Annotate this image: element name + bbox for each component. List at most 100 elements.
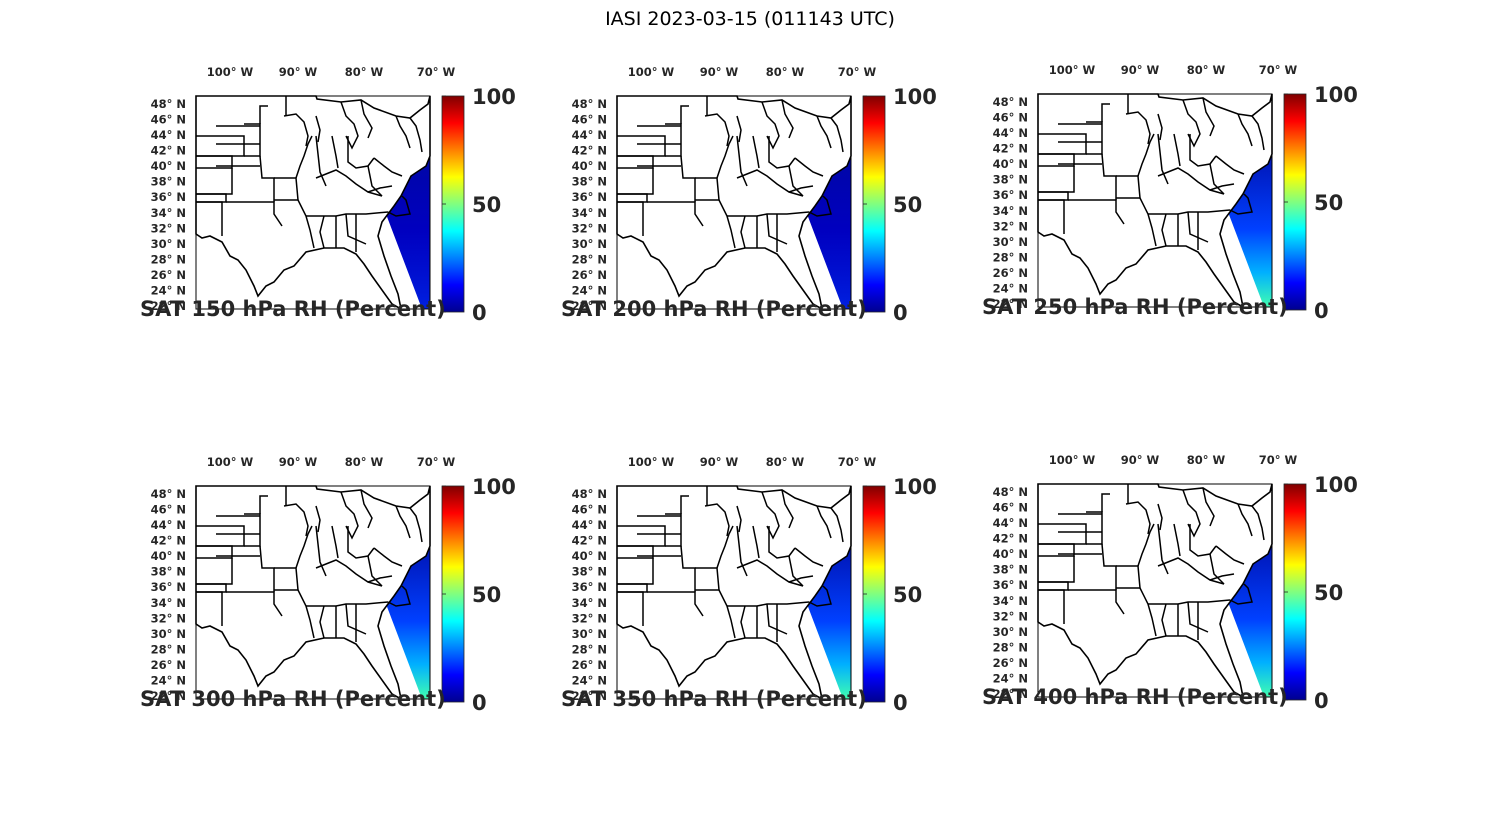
state-border [1157,503,1163,531]
state-border [788,165,804,197]
state-border [766,603,788,635]
state-border [1209,573,1235,581]
state-border [680,495,689,514]
lon-tick-label: 80° W [766,455,805,469]
lon-tick-label: 90° W [1121,453,1160,467]
us-coastline [1037,93,1273,309]
lat-tick-label: 42° N [572,144,607,158]
map-title: SAT 200 hPa RH (Percent) [561,297,867,321]
state-border [395,115,411,149]
colorbar-tick-label: 50 [893,193,922,217]
state-border [1038,153,1075,167]
lat-tick-label: 30° N [572,627,607,641]
state-border [736,525,748,577]
lat-tick-label: 24° N [993,281,1028,295]
map-figure: 100° W 90° W 80° W 70° W 48° N 46° N44° N 42° … [572,455,937,715]
lat-tick-label: 32° N [151,221,186,235]
state-border [297,199,315,249]
state-border [1251,505,1265,541]
lat-tick-label: 34° N [993,204,1028,218]
state-border [319,215,325,249]
state-border [1038,199,1065,234]
state-border [761,491,780,540]
state-border [736,135,748,187]
lat-tick-label: 38° N [993,173,1028,187]
map-frame [616,95,852,310]
state-border [367,555,383,587]
lat-tick-label: 24° N [572,283,607,297]
lat-tick-label: 24° N [572,673,607,687]
lon-tick-label: 100° W [628,65,675,79]
map-figure: 100° W 90° W 80° W 70° W 48° N 46° N44° N 42° … [151,65,516,325]
lat-tick-label: 30° N [151,627,186,641]
state-border [259,495,268,514]
lat-tick-label: 40° N [993,547,1028,561]
lat-tick-label: 26° N [151,268,186,282]
state-border [740,605,746,639]
state-border [1125,111,1151,145]
lat-tick-label: 48° N [993,485,1028,499]
state-border [830,507,844,543]
lat-tick-label: 32° N [993,219,1028,233]
colorbar-tick-label: 0 [893,691,908,715]
lat-tick-label: 26° N [572,268,607,282]
state-border [395,505,411,539]
lat-tick-label: 44° N [151,518,186,532]
state-border [1237,503,1253,537]
lon-tick-label: 80° W [1187,63,1226,77]
map-area [1037,483,1273,699]
lat-tick-label: 36° N [151,190,186,204]
state-border [331,525,339,559]
state-border [788,185,814,193]
lat-tick-label: 38° N [572,175,607,189]
map-frame [1037,93,1273,308]
map-title: SAT 250 hPa RH (Percent) [982,295,1288,319]
state-border [244,123,261,157]
state-border [387,195,411,217]
lon-tick-label: 80° W [345,65,384,79]
state-border [331,135,339,169]
lat-tick-label: 22° N [572,689,607,703]
lat-tick-label: 28° N [572,642,607,656]
state-border [283,503,309,537]
lat-tick-label: 30° N [993,235,1028,249]
state-border [768,526,796,559]
lat-tick-label: 22° N [151,689,186,703]
map-figure: 100° W 90° W 80° W 70° W 48° N 46° N44° N 42° … [993,63,1358,323]
lat-tick-label: 48° N [993,95,1028,109]
state-border [752,525,760,559]
state-border [367,185,393,193]
lon-tick-label: 80° W [1187,453,1226,467]
lat-tick-label: 46° N [151,503,186,517]
state-border [647,201,704,227]
map-frame [1037,483,1273,698]
lon-tick-label: 70° W [1259,453,1298,467]
state-border [617,155,654,169]
lat-tick-label: 30° N [993,625,1028,639]
lat-tick-label: 42° N [993,142,1028,156]
state-border [1215,155,1245,175]
lat-tick-label: 30° N [572,237,607,251]
lat-tick-label: 26° N [572,658,607,672]
colorbar-tick-label: 100 [1314,83,1358,107]
state-border [1137,523,1155,567]
lat-tick-label: 36° N [572,580,607,594]
lon-tick-label: 70° W [417,65,456,79]
lat-tick-label: 42° N [572,534,607,548]
lat-tick-label: 28° N [993,250,1028,264]
lon-tick-label: 90° W [700,65,739,79]
lat-tick-label: 32° N [572,221,607,235]
lat-tick-label: 40° N [572,159,607,173]
state-border [295,135,313,179]
map-panel-400: 100° W 90° W 80° W 70° W 48° N 46° N 44° N 42° … [982,446,1402,746]
state-border [1137,133,1155,177]
lat-tick-label: 28° N [993,640,1028,654]
state-border [367,165,383,197]
state-border [1086,121,1103,155]
state-border [409,507,423,543]
state-border [680,105,689,124]
state-border [752,135,760,169]
lat-tick-label: 32° N [572,611,607,625]
lon-tick-label: 80° W [345,455,384,469]
figure-title: IASI 2023-03-15 (011143 UTC) [605,8,895,30]
